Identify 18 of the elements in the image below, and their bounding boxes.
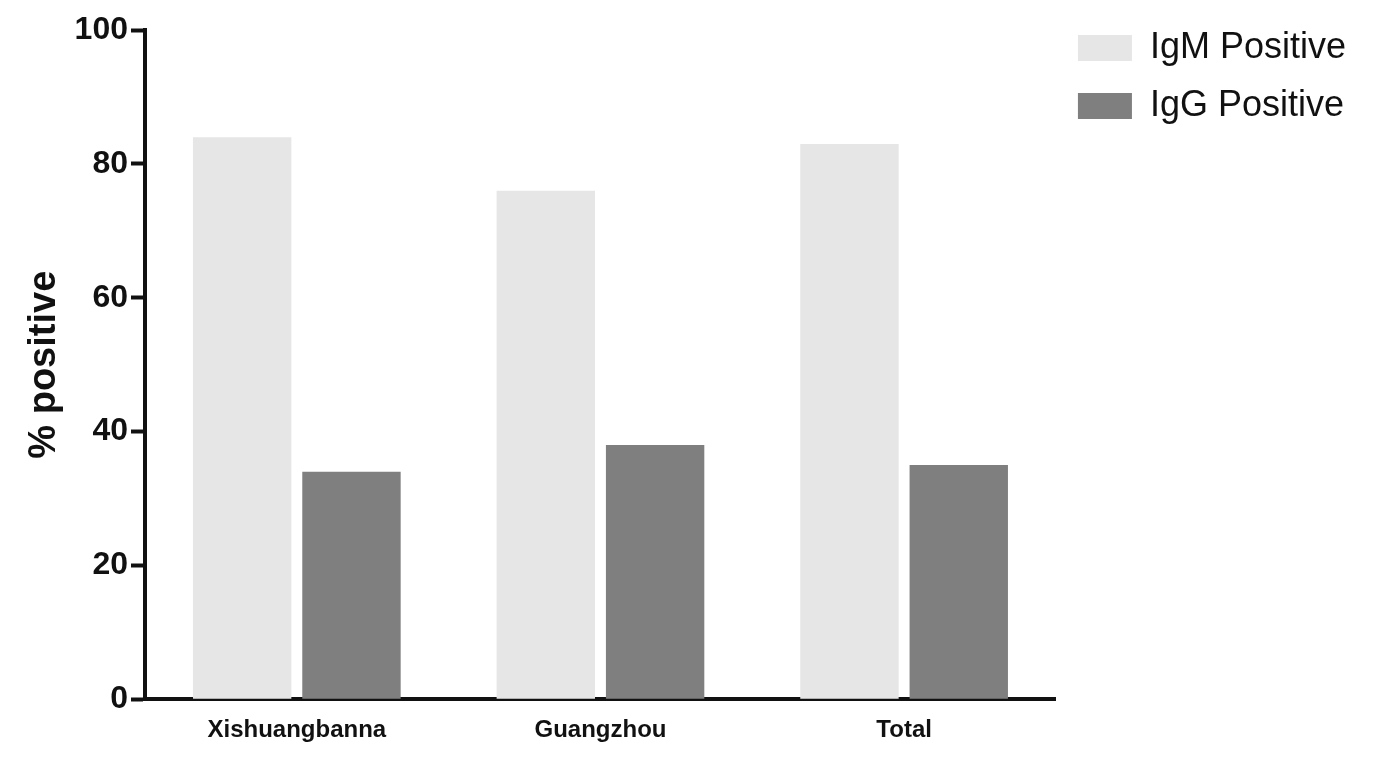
x-tick-label: Total (876, 715, 932, 743)
legend-label: IgM Positive (1149, 24, 1347, 66)
y-tick-label: 60 (92, 277, 128, 314)
bar (605, 444, 705, 699)
x-tick-label: Guangzhou (534, 715, 667, 743)
bar (302, 471, 401, 699)
bar (192, 137, 292, 699)
y-axis-title: % positive (21, 270, 64, 459)
bar (800, 143, 899, 699)
y-tick-label: 80 (92, 143, 128, 180)
legend-label: IgG Positive (1149, 82, 1345, 124)
y-tick-label: 40 (92, 411, 128, 448)
y-tick-label: 100 (74, 10, 128, 47)
y-tick-label: 0 (110, 679, 128, 716)
y-tick-label: 20 (92, 545, 128, 582)
x-tick-label: Xishuangbanna (207, 715, 387, 743)
bar (909, 465, 1008, 699)
bar (496, 190, 595, 699)
